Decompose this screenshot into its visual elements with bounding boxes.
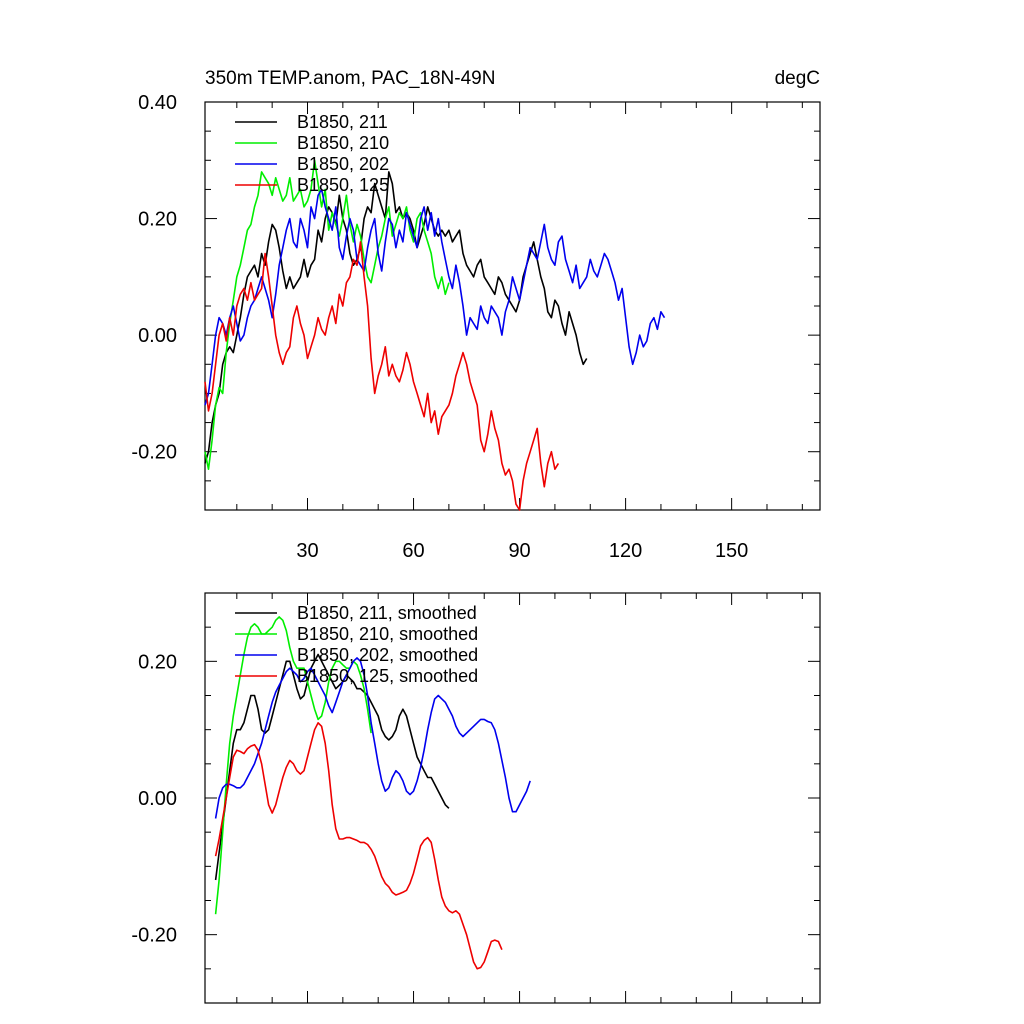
series-line-2 <box>214 657 531 819</box>
y-tick-label-0p2: 0.20 <box>138 209 177 231</box>
legend-label-0: B1850, 211, smoothed <box>297 603 477 623</box>
x-tick-label-90: 90 <box>508 540 530 562</box>
series-line-3 <box>214 721 503 970</box>
legend-label-3: B1850, 125 <box>297 175 389 195</box>
series-line-1 <box>214 616 372 915</box>
top-panel-units: degC <box>775 68 820 89</box>
series-line-3 <box>204 241 560 511</box>
legend-label-1: B1850, 210 <box>297 133 389 153</box>
x-tick-label-120: 120 <box>609 540 642 562</box>
legend-label-2: B1850, 202, smoothed <box>297 645 478 665</box>
top-panel-title: 350m TEMP.anom, PAC_18N-49N <box>205 68 495 89</box>
legend-label-1: B1850, 210, smoothed <box>297 624 478 644</box>
x-tick-label-60: 60 <box>402 540 424 562</box>
x-tick-label-150: 150 <box>715 540 748 562</box>
top-panel: 350m TEMP.anom, PAC_18N-49N degC -0.20 0.… <box>131 68 821 562</box>
y-tick-label-0: 0.00 <box>138 788 177 810</box>
y-tick-label-0p4: 0.40 <box>138 92 177 114</box>
y-tick-label-m0p2: -0.20 <box>131 925 177 947</box>
series-line-2 <box>204 188 666 406</box>
legend-label-2: B1850, 202 <box>297 154 389 174</box>
legend-label-0: B1850, 211 <box>297 112 388 132</box>
y-tick-label-0: 0.00 <box>138 325 177 347</box>
legend-label-3: B1850, 125, smoothed <box>297 666 478 686</box>
x-tick-label-30: 30 <box>296 540 318 562</box>
series-line-0 <box>204 171 588 464</box>
series-line-0 <box>214 653 450 881</box>
y-tick-label-0p2: 0.20 <box>138 651 177 673</box>
y-tick-label-m0p2: -0.20 <box>131 442 177 464</box>
